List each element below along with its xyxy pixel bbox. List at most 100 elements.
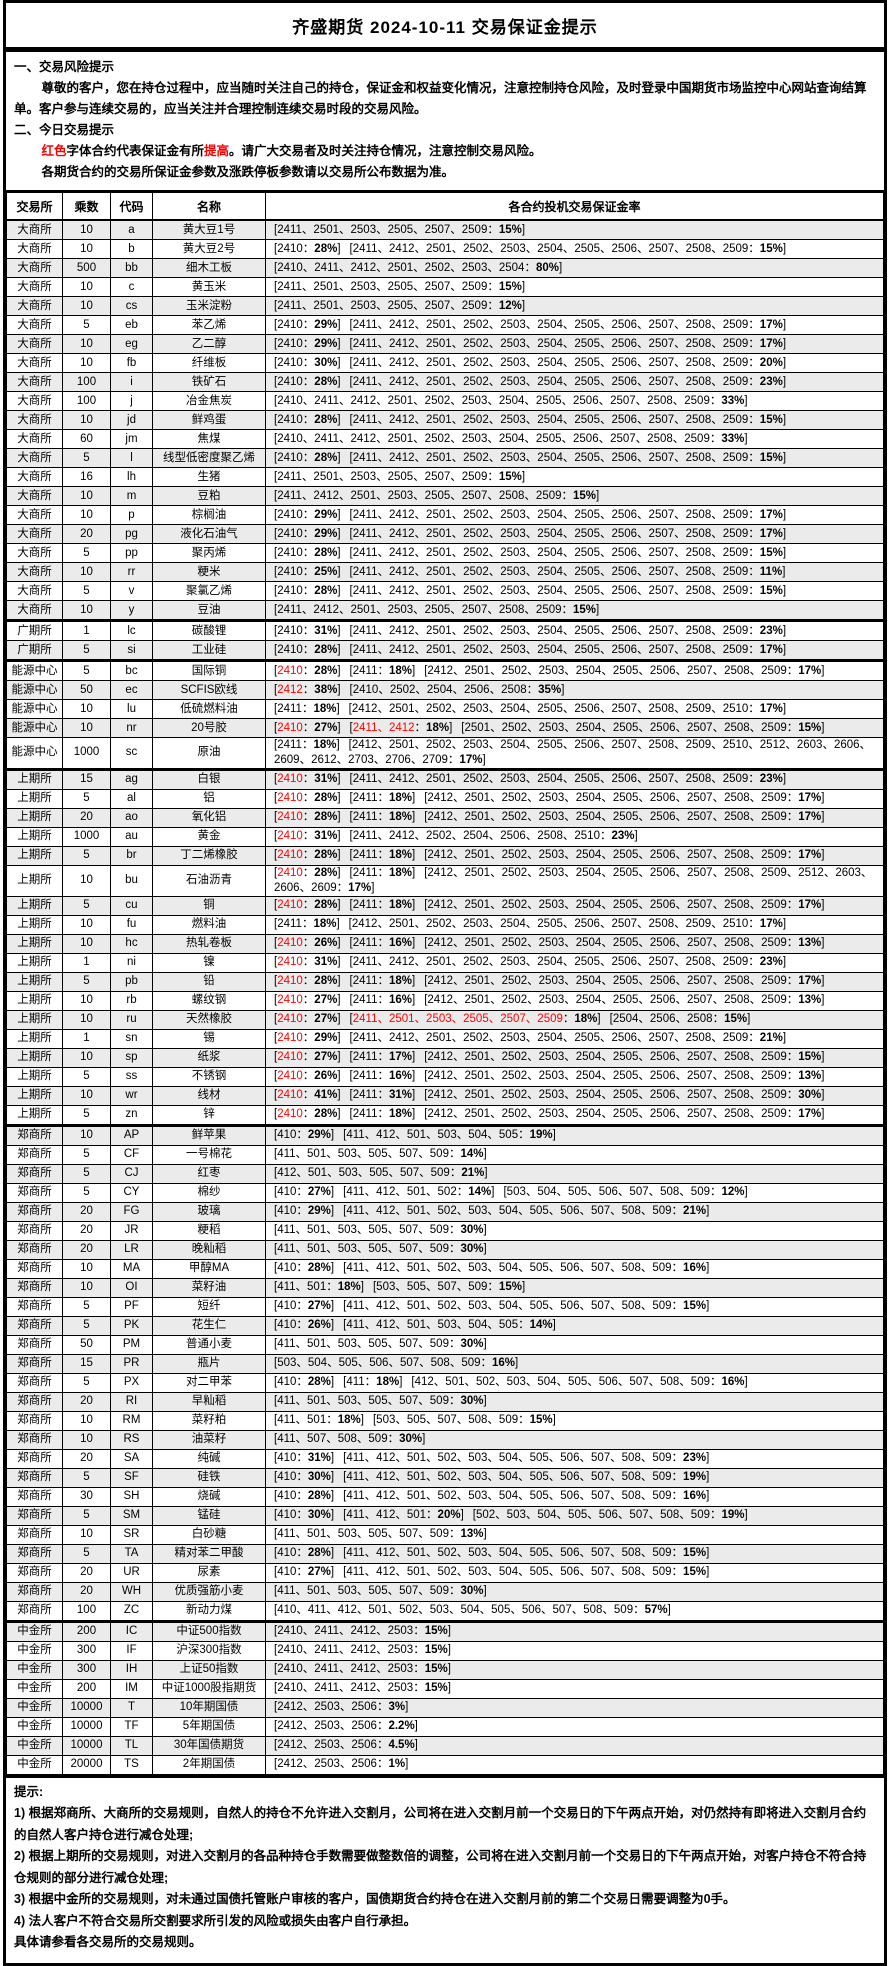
margin-group: [2412、2501、2502、2503、2504、2505、2506、2507… [424, 899, 825, 912]
cell-multiplier: 10 [62, 990, 111, 1011]
cell-margin-rates: [2411：18%] [2412、2501、2502、2503、2504、2505… [265, 699, 884, 719]
margin-rate: 17% [798, 975, 822, 988]
cell-code: SH [110, 1486, 153, 1507]
cell-code: ZC [110, 1600, 153, 1622]
margin-rate: 17% [798, 664, 822, 677]
contracts: 2411 [352, 899, 378, 912]
cell-multiplier: 20 [62, 1220, 111, 1241]
margin-rate: 27% [307, 1566, 331, 1579]
contracts: 2411 [352, 1108, 378, 1121]
cell-exchange: 大商所 [6, 524, 63, 544]
contracts-raised: 2410 [277, 1089, 303, 1102]
cell-multiplier: 10 [62, 699, 111, 719]
contracts: 2411、2412、2501、2502、2503、2504、2505、2506、… [352, 413, 749, 426]
cell-name: 菜籽油 [152, 1277, 266, 1298]
margin-rate: 30% [460, 1243, 484, 1256]
cell-code: cs [110, 296, 153, 316]
table-row: 郑商所 20 JR 粳稻 [411、501、503、505、507、509：30%] [6, 1220, 884, 1241]
margin-group: [410、411、412、501、502、503、504、505、506、507… [274, 1604, 671, 1617]
cell-name: 天然橡胶 [152, 1009, 266, 1030]
cell-multiplier: 5 [62, 448, 111, 468]
margin-group: [2410：28%] [274, 242, 341, 255]
margin-group: [2411、2412、2501、2502、2503、2504、2505、2506… [349, 451, 787, 464]
footnote-line: 2) 根据上期所的交易规则，对进入交割月的各品种持仓手数需要做整数倍的调整，公司… [14, 1849, 867, 1885]
table-row: 中金所 10000 TL 30年国债期货 [2412、2503、2506：4.5%] [6, 1735, 884, 1756]
cell-exchange: 中金所 [6, 1678, 63, 1699]
margin-group: [411、501：18%] [274, 1281, 364, 1294]
margin-group: [2411：18%] [274, 918, 340, 931]
table-row: 郑商所 5 CY 棉纱 [410：27%] [411、412、501、502：14%] [5… [6, 1182, 884, 1203]
cell-exchange: 大商所 [6, 562, 63, 582]
margin-group: [411、412、501、502：14%] [343, 1186, 495, 1199]
cell-margin-rates: [410：27%] [411、412、501、502：14%] [503、504、5… [265, 1182, 884, 1203]
table-row: 上期所 10 sp 纸浆 [2410：27%] [2411：17%] [2412、2501、… [6, 1047, 884, 1068]
contracts: 411、501、503、505、507、509 [277, 1243, 449, 1256]
table-row: 大商所 10 jd 鲜鸡蛋 [2410：28%] [2411、2412、2501、2502… [6, 410, 884, 430]
table-row: 中金所 200 IC 中证500指数 [2410、2411、2412、2503：15%] [6, 1619, 884, 1642]
margin-group: [411、501、503、505、507、509：14%] [274, 1148, 487, 1161]
cell-code: RS [110, 1429, 153, 1450]
cell-margin-rates: [2410：28%] [2411、2412、2501、2502、2503、2504… [265, 543, 884, 563]
contracts: 2410 [277, 624, 303, 637]
margin-group: [2410：31%] [274, 956, 341, 969]
cell-code: rb [110, 990, 153, 1011]
cell-code: hc [110, 933, 153, 954]
cell-exchange: 郑商所 [6, 1505, 63, 1526]
cell-margin-rates: [2410：28%] [2411、2412、2501、2502、2503、2504… [265, 448, 884, 468]
margin-rate: 30% [314, 356, 338, 369]
margin-rate: 25% [314, 565, 338, 578]
contracts: 410 [277, 1186, 297, 1199]
cell-name: 白砂糖 [152, 1524, 266, 1545]
margin-group: [2412、2501、2502、2503、2504、2505、2506、2507… [424, 849, 825, 862]
cell-code: TF [110, 1716, 153, 1737]
margin-rate: 17% [798, 1108, 822, 1121]
margin-rate: 23% [759, 956, 783, 969]
margin-rate: 30% [798, 1089, 822, 1102]
cell-multiplier: 60 [62, 429, 111, 449]
cell-multiplier: 10 [62, 1429, 111, 1450]
cell-code: IM [110, 1678, 153, 1699]
margin-rate: 29% [314, 1032, 338, 1045]
contracts: 412、501、503、505、507、509 [277, 1167, 450, 1180]
cell-margin-rates: [411、501、503、505、507、509：30%] [265, 1239, 884, 1260]
margin-rate: 15% [424, 1644, 448, 1657]
contracts: 411、412、501、502 [346, 1186, 457, 1199]
table-row: 能源中心 50 ec SCFIS欧线 [2412：38%] [2410、2502、2504… [6, 680, 884, 700]
cell-margin-rates: [2410：28%] [2411、2412、2501、2502、2503、2504… [265, 372, 884, 392]
margin-group: [2504、2506、2508：15%] [609, 1013, 751, 1026]
contracts: 2412、2503、2506 [277, 1758, 377, 1771]
table-row: 郑商所 5 SF 硅铁 [410：30%] [411、412、501、502、503、50… [6, 1467, 884, 1488]
cell-code: jm [110, 429, 153, 449]
cell-multiplier: 5 [62, 1144, 111, 1165]
cell-exchange: 郑商所 [6, 1334, 63, 1355]
margin-rate: 12% [498, 299, 522, 312]
cell-margin-rates: [2412、2503、2506：4.5%] [265, 1735, 884, 1756]
cell-exchange: 郑商所 [6, 1543, 63, 1564]
contracts: 410 [277, 1566, 297, 1579]
contracts: 2412、2503、2506 [277, 1701, 377, 1714]
cell-exchange: 郑商所 [6, 1163, 63, 1184]
margin-group: [502、503、504、505、506、507、508、509：19%] [472, 1509, 748, 1522]
table-row: 郑商所 10 MA 甲醇MA [410：28%] [411、412、501、502、503… [6, 1258, 884, 1279]
cell-exchange: 郑商所 [6, 1258, 63, 1279]
contracts: 2411 [352, 866, 378, 879]
contracts: 412、501、502、503、504、505、506、507、508、509 [414, 1376, 710, 1389]
margin-group: [2411、2412、2502、2504、2506、2508、2510：23%] [349, 830, 638, 843]
contracts: 410 [277, 1205, 297, 1218]
table-row: 郑商所 5 TA 精对苯二甲酸 [410：28%] [411、412、501、502、50… [6, 1543, 884, 1564]
margin-rate: 23% [759, 624, 783, 637]
cell-name: 细木工板 [152, 258, 266, 278]
margin-rate: 15% [498, 1281, 522, 1294]
cell-code: p [110, 505, 153, 525]
margin-rate: 30% [460, 1395, 484, 1408]
cell-name: 生猪 [152, 467, 266, 487]
cell-code: JR [110, 1220, 153, 1241]
margin-rate: 18% [388, 849, 412, 862]
table-row: 大商所 10 cs 玉米淀粉 [2411、2501、2503、2505、2507、250… [6, 296, 884, 316]
cell-margin-rates: [2411、2501、2503、2505、2507、2509：12%] [265, 296, 884, 316]
cell-margin-rates: [2412：38%] [2410、2502、2504、2506、2508：35%] [265, 680, 884, 700]
margin-rate: 31% [388, 1089, 412, 1102]
margin-group: [2411：18%] [274, 739, 340, 751]
margin-rate: 18% [426, 721, 450, 734]
margin-group: [2411：18%] [349, 899, 416, 912]
